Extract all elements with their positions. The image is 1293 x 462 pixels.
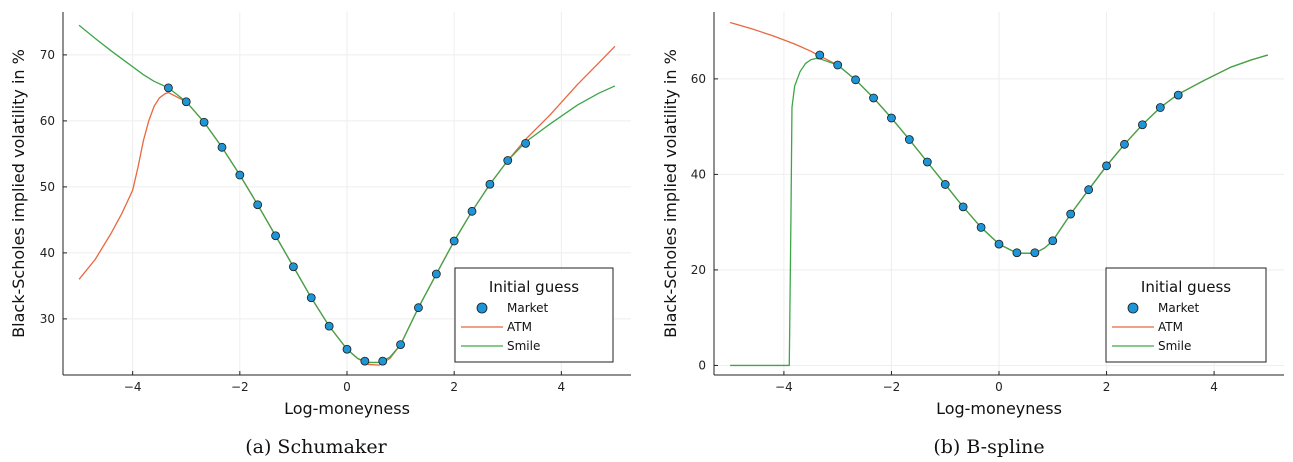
x-axis-label: Log-moneyness bbox=[284, 399, 410, 418]
market-point bbox=[503, 156, 513, 165]
y-axis-label: Black-Scholes implied volatility in % bbox=[661, 49, 680, 338]
market-point bbox=[1084, 185, 1094, 195]
market-point bbox=[1048, 236, 1058, 246]
y-tick-label: 60 bbox=[40, 114, 55, 128]
x-tick-label: −4 bbox=[775, 380, 793, 394]
market-point bbox=[1173, 90, 1183, 100]
market-point bbox=[306, 293, 316, 303]
legend-marker-market bbox=[1127, 302, 1139, 314]
market-point bbox=[904, 135, 914, 144]
y-tick-label: 0 bbox=[698, 358, 706, 372]
market-point bbox=[887, 113, 896, 123]
market-point bbox=[521, 138, 530, 148]
market-point bbox=[485, 179, 495, 189]
market-point bbox=[922, 157, 932, 167]
market-point bbox=[414, 303, 423, 313]
x-axis-label: Log-moneyness bbox=[936, 399, 1062, 418]
market-point bbox=[271, 231, 280, 241]
x-tick-label: −2 bbox=[883, 380, 901, 394]
legend-title: Initial guess bbox=[1141, 278, 1231, 296]
market-point bbox=[1030, 248, 1040, 258]
market-point bbox=[815, 50, 825, 60]
market-point bbox=[851, 75, 860, 85]
market-point bbox=[833, 60, 843, 70]
market-point bbox=[869, 93, 878, 103]
market-point bbox=[1120, 139, 1129, 149]
legend-entry-smile: Smile bbox=[507, 339, 540, 353]
market-point bbox=[217, 142, 227, 152]
x-tick-label: 2 bbox=[1103, 380, 1111, 394]
market-point bbox=[449, 236, 459, 246]
market-point bbox=[342, 344, 352, 354]
market-point bbox=[253, 200, 263, 210]
legend-entry-market: Market bbox=[507, 301, 549, 315]
legend-entry-market: Market bbox=[1158, 301, 1200, 315]
x-tick-label: 0 bbox=[343, 380, 351, 394]
y-tick-label: 40 bbox=[40, 246, 55, 260]
market-point bbox=[1138, 120, 1147, 130]
legend-title: Initial guess bbox=[489, 278, 579, 296]
market-point bbox=[181, 97, 191, 107]
x-tick-label: 4 bbox=[558, 380, 566, 394]
legend-entry-atm: ATM bbox=[507, 320, 532, 334]
market-point bbox=[360, 356, 370, 366]
legend-marker-market bbox=[476, 302, 488, 314]
market-point bbox=[1066, 209, 1076, 219]
market-point bbox=[994, 239, 1004, 249]
market-point bbox=[378, 356, 388, 366]
y-tick-label: 20 bbox=[691, 263, 706, 277]
y-tick-label: 50 bbox=[40, 180, 55, 194]
y-tick-label: 60 bbox=[691, 72, 706, 86]
chart-panel-b: −4 −2 0 2 40204060Log-moneynessBlack-Scholes… bbox=[661, 12, 1284, 458]
market-point bbox=[199, 117, 209, 127]
market-point bbox=[324, 321, 334, 331]
chart-caption: (a) Schumaker bbox=[245, 436, 387, 458]
chart-panel-a: −4 −2 0 2 4 30 40 50 60 70 Log-moneyness Black-Scho… bbox=[9, 12, 631, 458]
market-point bbox=[958, 202, 968, 212]
y-tick-label: 30 bbox=[40, 312, 55, 326]
market-point bbox=[976, 223, 986, 232]
x-tick-label: −4 bbox=[124, 380, 142, 394]
market-point bbox=[289, 262, 298, 272]
market-point bbox=[1102, 161, 1111, 171]
y-axis-label: Black-Scholes implied volatility in % bbox=[9, 49, 28, 338]
x-tick-label: 0 bbox=[995, 380, 1003, 394]
market-point bbox=[396, 340, 405, 350]
market-point bbox=[940, 180, 950, 189]
chart-caption: (b) B-spline bbox=[933, 436, 1044, 458]
legend: Initial guess Market ATM Smile bbox=[454, 267, 614, 363]
legend-entry-atm: ATM bbox=[1158, 320, 1183, 334]
x-tick-label: 4 bbox=[1210, 380, 1218, 394]
y-tick-label: 40 bbox=[691, 167, 706, 181]
y-tick-label: 70 bbox=[40, 48, 55, 62]
market-point bbox=[431, 269, 441, 279]
legend: Initial guess Market ATM Smile bbox=[1105, 267, 1267, 363]
x-tick-label: −2 bbox=[231, 380, 249, 394]
market-point bbox=[235, 170, 245, 180]
market-point bbox=[467, 206, 477, 216]
x-tick-label: 2 bbox=[450, 380, 458, 394]
market-point bbox=[164, 83, 173, 93]
market-point bbox=[1155, 103, 1165, 112]
legend-entry-smile: Smile bbox=[1158, 339, 1191, 353]
market-point bbox=[1012, 248, 1022, 258]
